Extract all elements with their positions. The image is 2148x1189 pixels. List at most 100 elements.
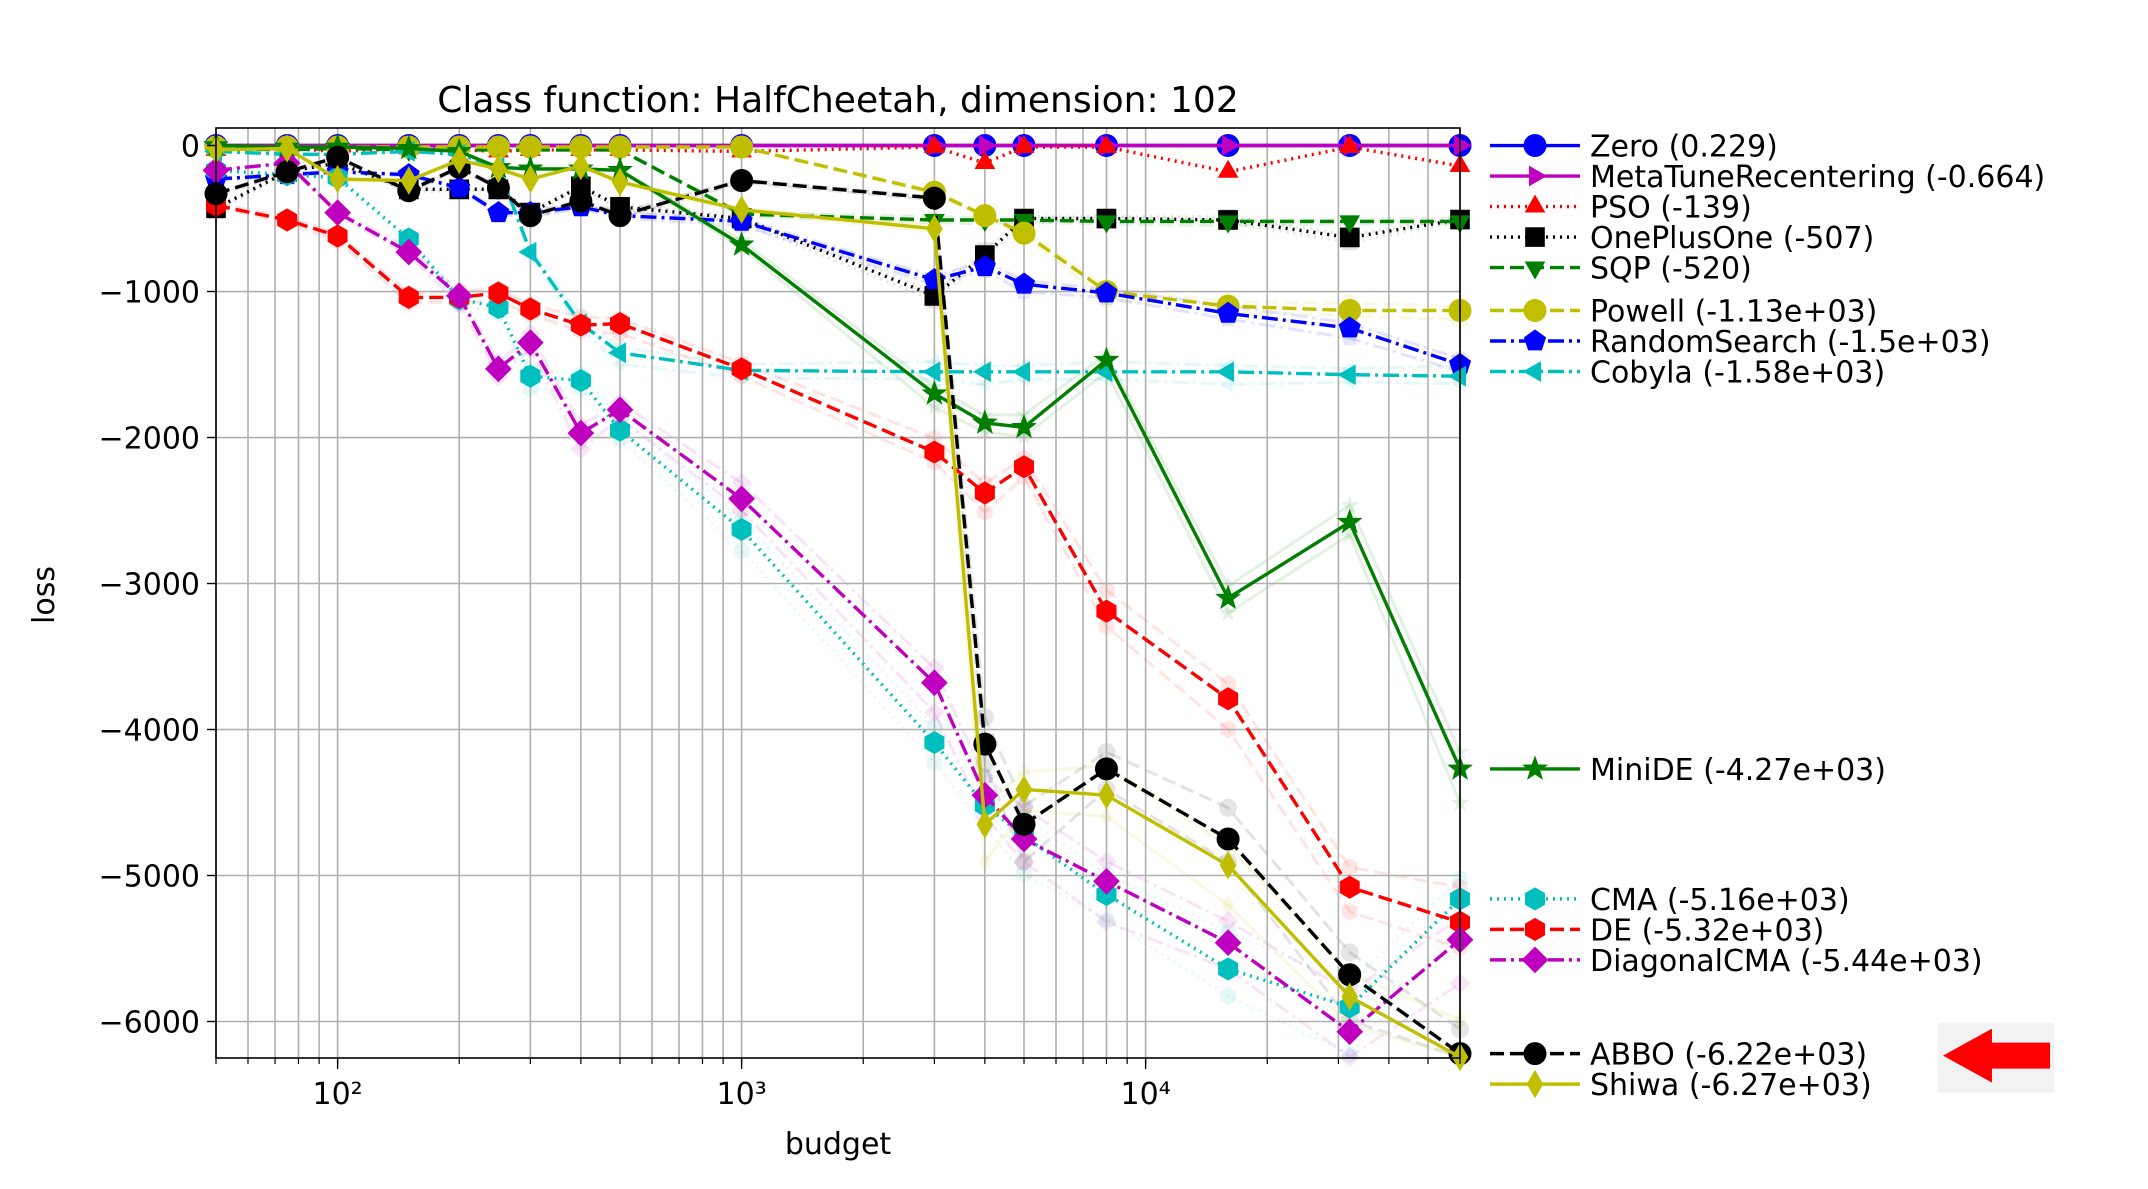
data-point-de — [1014, 455, 1034, 479]
data-point-cobyla — [1011, 361, 1030, 383]
legend-label: MiniDE (-4.27e+03) — [1590, 753, 1886, 788]
y-tick-label: −3000 — [99, 568, 200, 603]
data-point-de — [924, 440, 945, 464]
legend-entry-abbo: ABBO (-6.22e+03) — [1490, 1038, 1867, 1073]
legend-entry-de: DE (-5.32e+03) — [1490, 913, 1824, 948]
background-marker-abbo — [1219, 798, 1238, 817]
series-powell — [204, 135, 1472, 322]
legend-label: CMA (-5.16e+03) — [1590, 883, 1850, 918]
data-point-shiwa — [278, 134, 296, 163]
data-point-randomsearch — [973, 255, 996, 277]
legend-swatch-marker — [1522, 361, 1541, 382]
data-point-de — [610, 312, 630, 336]
data-point-abbo — [922, 186, 946, 210]
data-point-de — [277, 208, 298, 232]
data-point-pso — [1217, 159, 1239, 178]
series-layer — [202, 131, 1474, 1072]
highlight-arrow-shape — [1943, 1028, 2050, 1083]
legend-label: RandomSearch (-1.5e+03) — [1590, 325, 1991, 360]
legend: Zero (0.229)MetaTuneRecentering (-0.664)… — [1490, 130, 2054, 1103]
data-point-diagonalcma — [1336, 1018, 1364, 1046]
data-point-diagonalcma — [445, 282, 473, 310]
series-line-randomsearch — [215, 170, 1461, 367]
data-point-de — [1096, 599, 1117, 623]
background-marker-shiwa — [1221, 894, 1235, 916]
background-marker-de — [1220, 674, 1236, 693]
data-point-pso — [974, 151, 996, 169]
background-trace-de — [215, 202, 1461, 889]
data-point-powell — [1012, 221, 1036, 245]
data-point-shiwa — [400, 166, 418, 195]
y-tick-label: −2000 — [99, 422, 200, 457]
legend-entry-sqp: SQP (-520) — [1490, 252, 1752, 287]
data-point-pso — [1096, 135, 1117, 153]
background-trace-cobyla — [215, 150, 1461, 386]
data-point-diagonalcma — [1214, 929, 1242, 957]
legend-entry-powell: Powell (-1.13e+03) — [1490, 294, 1877, 329]
background-marker-minide — [1340, 524, 1360, 543]
x-axis-label: budget — [785, 1127, 892, 1162]
data-point-diagonalcma — [728, 485, 756, 513]
legend-entry-shiwa: Shiwa (-6.27e+03) — [1490, 1068, 1872, 1103]
data-point-shiwa — [1098, 781, 1115, 810]
data-point-de — [1339, 875, 1360, 899]
data-point-minide — [728, 231, 755, 256]
data-point-de — [974, 481, 995, 505]
data-point-sqp — [1096, 215, 1117, 234]
data-point-minide — [1093, 346, 1120, 372]
legend-label: OnePlusOne (-507) — [1590, 221, 1874, 256]
legend-entry-pso: PSO (-139) — [1490, 191, 1752, 226]
data-point-cma — [520, 364, 541, 388]
data-point-shiwa — [329, 164, 346, 194]
data-point-powell — [518, 135, 542, 159]
legend-swatch-marker — [1521, 946, 1549, 974]
data-point-randomsearch — [1338, 316, 1361, 338]
background-trace-randomsearch — [215, 171, 1461, 374]
data-point-shiwa — [976, 810, 994, 839]
data-point-metatunerecentering — [978, 135, 997, 156]
data-point-shiwa — [1341, 982, 1358, 1011]
data-point-diagonalcma — [484, 355, 512, 383]
data-point-metatunerecentering — [1222, 135, 1241, 156]
data-point-cobyla — [1337, 364, 1356, 386]
y-tick-label: 0 — [181, 130, 200, 165]
background-marker-minide — [1218, 603, 1238, 622]
data-point-abbo — [275, 160, 299, 184]
data-point-powell — [1338, 299, 1362, 322]
data-point-cma — [570, 369, 591, 393]
data-point-de — [488, 281, 509, 305]
data-point-abbo — [486, 176, 510, 200]
data-point-sqp — [1217, 215, 1239, 234]
data-point-shiwa — [572, 151, 590, 181]
data-point-shiwa — [611, 167, 629, 197]
data-point-cma — [610, 418, 630, 442]
data-point-minide — [1336, 508, 1363, 534]
data-point-shiwa — [1219, 851, 1237, 880]
legend-label: Cobyla (-1.58e+03) — [1590, 355, 1885, 390]
x-tick-label: 10⁴ — [1121, 1077, 1171, 1112]
background-marker-cma — [1341, 1045, 1358, 1064]
data-point-diagonalcma — [516, 329, 544, 357]
legend-swatch-marker — [1523, 329, 1547, 351]
legend-label: SQP (-520) — [1590, 252, 1752, 287]
data-point-cma — [488, 296, 509, 320]
background-marker-cobyla — [1219, 376, 1233, 393]
data-point-diagonalcma — [1093, 867, 1120, 895]
legend-label: DiagonalCMA (-5.44e+03) — [1590, 944, 1983, 979]
data-point-oneplusone — [1339, 227, 1360, 248]
legend-label: PSO (-139) — [1590, 191, 1752, 226]
background-marker-de — [1341, 858, 1358, 877]
data-point-cobyla — [922, 361, 941, 383]
data-point-diagonalcma — [606, 396, 634, 424]
data-point-shiwa — [1015, 775, 1033, 804]
legend-entry-diagonalcma: DiagonalCMA (-5.44e+03) — [1490, 944, 1983, 979]
data-point-cobyla — [518, 241, 537, 263]
data-point-abbo — [730, 169, 754, 192]
background-trace-layer — [205, 135, 1471, 1068]
data-point-pso — [1339, 134, 1361, 153]
plot-frame — [215, 127, 1461, 1059]
data-point-cobyla — [972, 361, 991, 383]
data-point-metatunerecentering — [1454, 135, 1473, 156]
